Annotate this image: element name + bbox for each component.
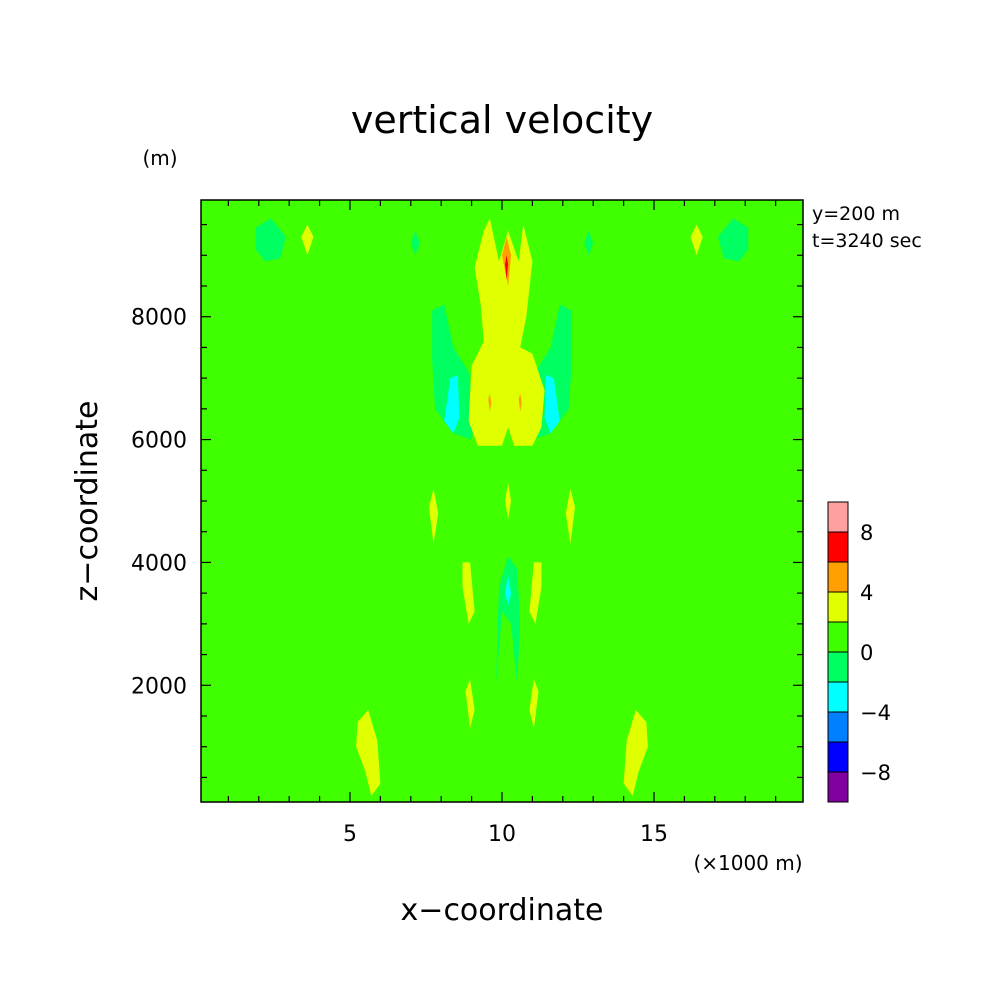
annotation-y: y=200 m xyxy=(812,203,900,225)
x-tick-label: 15 xyxy=(640,822,668,847)
y-tick-label: 2000 xyxy=(131,674,187,699)
colorbar-swatch xyxy=(827,771,849,803)
contour-region-6 xyxy=(584,230,594,256)
y-tick-label: 8000 xyxy=(131,306,187,331)
contour-region-21 xyxy=(465,679,475,729)
contour-region-18 xyxy=(623,709,648,796)
colorbar xyxy=(827,501,849,803)
colorbar-tick-label: 4 xyxy=(860,581,873,605)
contour-region-20 xyxy=(690,224,703,256)
contour-region-0 xyxy=(255,218,287,262)
annotation-t: t=3240 sec xyxy=(812,230,922,252)
contour-region-16 xyxy=(529,562,542,624)
plot-area xyxy=(201,200,803,802)
contour-region-24 xyxy=(488,393,492,412)
colorbar-swatch xyxy=(827,711,849,743)
contour-region-14 xyxy=(565,488,575,544)
x-tick-label: 5 xyxy=(343,822,357,847)
contour-region-22 xyxy=(529,679,539,729)
contour-region-13 xyxy=(429,488,439,544)
colorbar-swatch xyxy=(827,561,849,593)
colorbar-tick-label: 0 xyxy=(860,641,873,665)
colorbar-swatch xyxy=(827,651,849,683)
colorbar-swatch xyxy=(827,531,849,563)
contour-region-10 xyxy=(468,218,545,446)
contour-region-19 xyxy=(301,224,314,256)
chart-title: vertical velocity xyxy=(351,98,653,142)
contour-region-17 xyxy=(356,709,381,796)
colorbar-tick-label: −8 xyxy=(860,761,891,785)
contour-region-2 xyxy=(432,304,475,440)
colorbar-swatch xyxy=(827,621,849,653)
axis-ticks xyxy=(201,200,803,802)
contour-regions xyxy=(255,218,749,796)
y-unit-label: (m) xyxy=(142,146,177,170)
contour-region-9 xyxy=(505,574,512,606)
colorbar-swatch xyxy=(827,501,849,533)
contour-region-8 xyxy=(544,375,560,434)
x-tick-labels: 5 10 15 xyxy=(343,822,668,847)
colorbar-swatch xyxy=(827,591,849,623)
colorbar-tick-label: 8 xyxy=(860,521,873,545)
x-tick-label: 10 xyxy=(488,822,516,847)
y-tick-label: 4000 xyxy=(131,551,187,576)
x-axis-label: x−coordinate xyxy=(401,893,604,928)
y-axis-label: z−coordinate xyxy=(70,401,105,602)
x-unit-label: (×1000 m) xyxy=(693,851,802,875)
y-tick-label: 6000 xyxy=(131,429,187,454)
contour-region-12 xyxy=(505,482,512,520)
colorbar-swatch xyxy=(827,741,849,773)
contour-region-1 xyxy=(717,218,749,262)
y-tick-labels: 2000 4000 6000 8000 xyxy=(131,306,187,700)
contour-region-7 xyxy=(444,375,460,434)
contour-region-25 xyxy=(518,393,522,412)
colorbar-labels: −8 −4 0 4 8 xyxy=(860,521,891,785)
contour-region-26 xyxy=(505,255,509,280)
colorbar-tick-label: −4 xyxy=(860,701,891,725)
colorbar-swatch xyxy=(827,681,849,713)
contour-region-15 xyxy=(462,562,475,624)
contour-region-5 xyxy=(410,230,420,256)
contour-region-4 xyxy=(495,556,521,686)
